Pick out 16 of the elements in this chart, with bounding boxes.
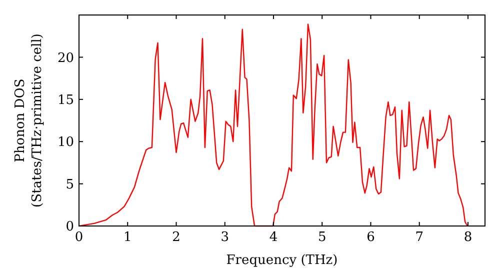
x-tick-label: 7	[415, 230, 424, 245]
x-tick-label: 6	[366, 230, 375, 245]
line-series	[79, 24, 468, 227]
x-tick-label: 1	[123, 230, 132, 245]
x-axis-title: Frequency (THz)	[226, 253, 338, 268]
x-tick-label: 3	[220, 230, 230, 245]
y-tick-label: 0	[66, 220, 74, 235]
x-tick-label: 2	[172, 230, 180, 245]
x-tick-label: 5	[318, 230, 326, 245]
y-tick-label: 15	[57, 92, 74, 108]
y-tick-label: 5	[66, 177, 74, 192]
y-tick-label: 10	[57, 135, 74, 150]
y-axis-title: Phonon DOS (States/THz·primitive cell)	[13, 33, 45, 208]
x-tick-label: 8	[464, 230, 472, 245]
x-tick-label: 4	[269, 230, 278, 245]
y-tick-label: 20	[57, 50, 74, 66]
